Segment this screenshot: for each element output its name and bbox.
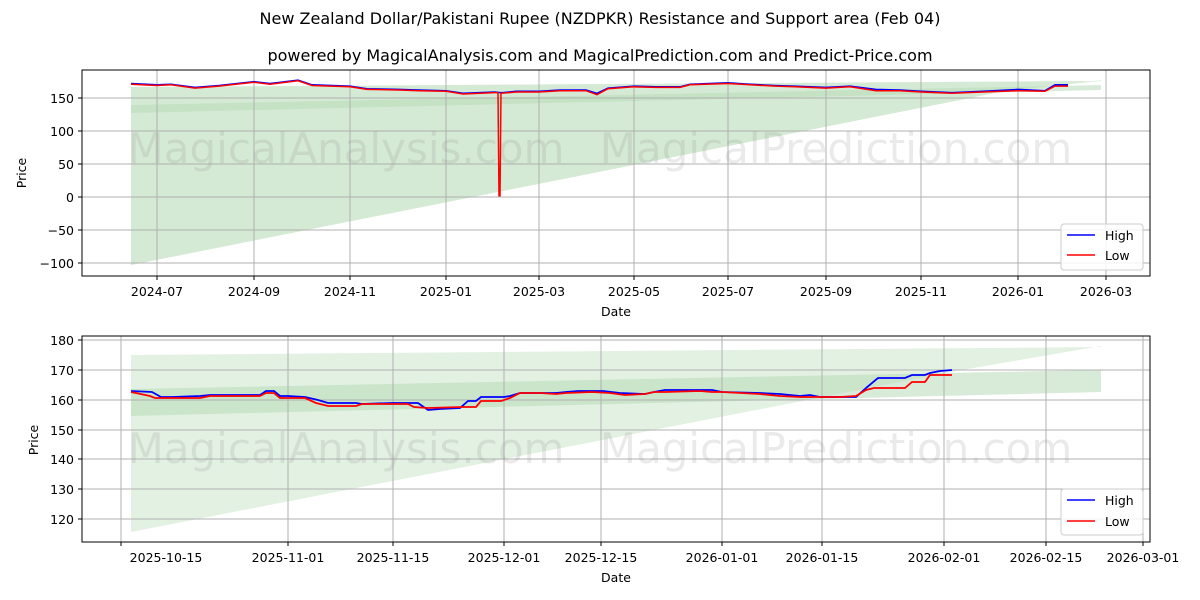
bottom-x-axis-label: Date	[601, 570, 631, 585]
x-tick-label: 2025-07	[702, 284, 754, 299]
x-tick-label: 2026-01-01	[686, 550, 759, 565]
x-tick-label: 2026-02-01	[908, 550, 981, 565]
x-tick-label: 2026-01	[992, 284, 1044, 299]
x-tick-label: 2024-09	[228, 284, 280, 299]
y-tick-label: −50	[48, 223, 74, 238]
y-tick-label: 170	[50, 363, 74, 378]
bottom-x-ticks: 2025-10-15 2025-11-01 2025-11-15 2025-12…	[120, 542, 1180, 565]
x-tick-label: 2025-11	[895, 284, 947, 299]
top-support-band	[131, 85, 1101, 113]
x-tick-label: 2024-11	[324, 284, 376, 299]
x-tick-label: 2025-10-15	[130, 550, 203, 565]
bottom-axes-frame	[81, 335, 1151, 543]
x-tick-label: 2026-03	[1080, 284, 1132, 299]
x-tick-label: 2026-01-15	[786, 550, 859, 565]
top-axes-frame	[81, 69, 1151, 277]
x-tick-label: 2026-02-15	[1010, 550, 1083, 565]
x-tick-label: 2026-03-01	[1107, 550, 1180, 565]
bottom-y-ticks: 180 170 160 150 140 130 120	[50, 333, 82, 527]
top-y-ticks: 150 100 50 0 −50 −100	[40, 91, 82, 271]
legend-low-label: Low	[1105, 248, 1130, 263]
y-tick-label: 160	[50, 393, 74, 408]
top-low-line	[130, 80, 1068, 197]
legend-low-label: Low	[1105, 514, 1130, 529]
y-tick-label: 180	[50, 333, 74, 348]
watermark-analysis: MagicalAnalysis.com	[128, 424, 565, 473]
top-chart: MagicalAnalysis.com MagicalPrediction.co…	[14, 69, 1151, 319]
y-tick-label: 150	[50, 91, 74, 106]
chart-title: New Zealand Dollar/Pakistani Rupee (NZDP…	[259, 9, 941, 28]
y-tick-label: 130	[50, 482, 74, 497]
x-tick-label: 2025-12-01	[468, 550, 541, 565]
x-tick-label: 2025-11-15	[357, 550, 430, 565]
y-tick-label: 150	[50, 423, 74, 438]
x-tick-label: 2024-07	[131, 284, 183, 299]
y-tick-label: −100	[40, 256, 74, 271]
x-tick-label: 2025-03	[513, 284, 565, 299]
bottom-low-line	[130, 374, 952, 409]
bottom-y-axis-label: Price	[26, 424, 41, 455]
x-tick-label: 2025-09	[800, 284, 852, 299]
x-tick-label: 2025-01	[420, 284, 472, 299]
x-tick-label: 2025-05	[608, 284, 660, 299]
x-tick-label: 2025-11-01	[252, 550, 325, 565]
y-tick-label: 140	[50, 452, 74, 467]
y-tick-label: 0	[66, 190, 74, 205]
top-x-ticks: 2024-07 2024-09 2024-11 2025-01 2025-03 …	[131, 276, 1132, 299]
top-y-axis-label: Price	[14, 157, 29, 188]
x-tick-label: 2025-12-15	[565, 550, 638, 565]
bottom-legend: High Low	[1060, 488, 1144, 536]
y-tick-label: 120	[50, 512, 74, 527]
y-tick-label: 50	[58, 157, 74, 172]
bottom-chart: MagicalAnalysis.com MagicalPrediction.co…	[26, 333, 1179, 585]
top-wedge-band-lower	[131, 81, 1101, 265]
bottom-grid	[82, 336, 1150, 542]
legend-high-label: High	[1105, 493, 1134, 508]
legend-high-label: High	[1105, 228, 1134, 243]
top-x-axis-label: Date	[601, 304, 631, 319]
y-tick-label: 100	[50, 124, 74, 139]
top-grid	[82, 70, 1150, 276]
top-legend: High Low	[1060, 223, 1144, 271]
chart-subtitle: powered by MagicalAnalysis.com and Magic…	[267, 46, 933, 65]
watermark-analysis: MagicalAnalysis.com	[128, 124, 565, 173]
watermark-prediction: MagicalPrediction.com	[600, 424, 1073, 473]
watermark-prediction: MagicalPrediction.com	[600, 124, 1073, 173]
